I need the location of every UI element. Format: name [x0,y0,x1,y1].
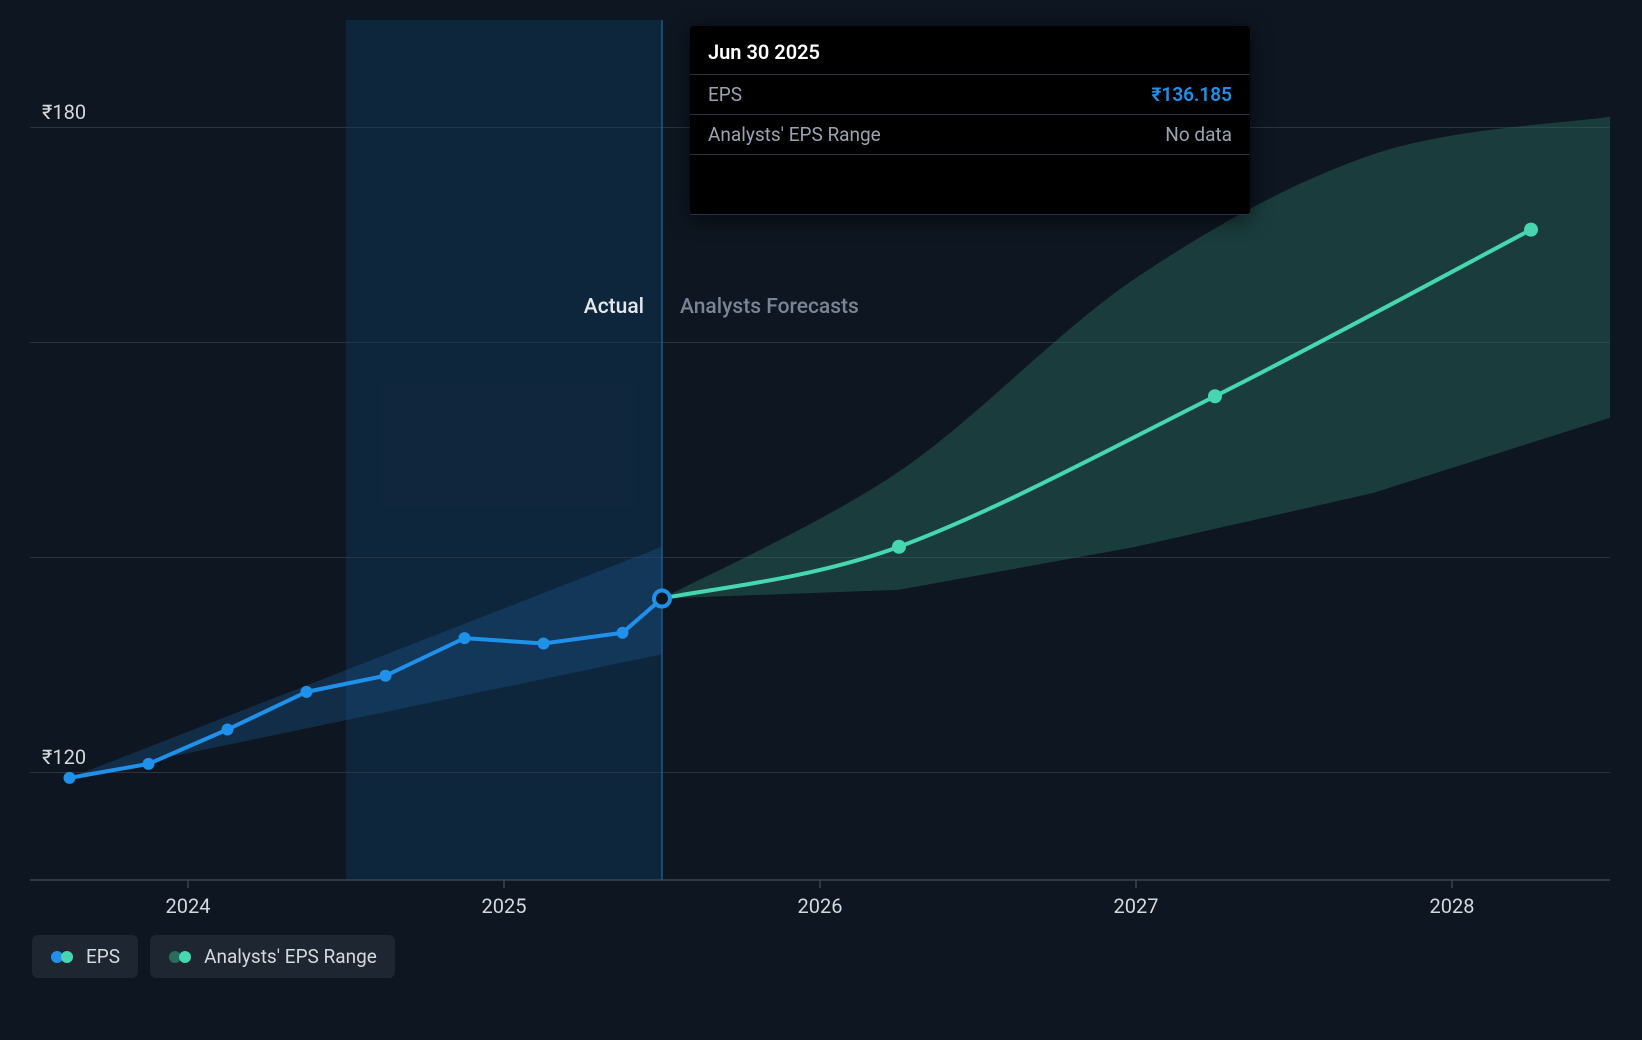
tooltip-label: EPS [708,83,742,106]
x-axis-label: 2026 [798,894,843,918]
tooltip-row-range: Analysts' EPS Range No data [690,115,1250,155]
chart-tooltip: Jun 30 2025 EPS ₹136.185 Analysts' EPS R… [690,26,1250,215]
y-axis-label: ₹180 [42,100,86,124]
chart-legend: EPS Analysts' EPS Range [32,935,395,978]
x-axis-label: 2024 [166,894,211,918]
tooltip-value: ₹136.185 [1152,83,1232,106]
tooltip-value: No data [1165,123,1232,146]
legend-swatch-icon [50,950,76,964]
eps-chart: Actual Analysts Forecasts Jun 30 2025 EP… [0,0,1642,1040]
x-axis-label: 2025 [482,894,527,918]
legend-swatch-icon [168,950,194,964]
legend-label: Analysts' EPS Range [204,945,377,968]
region-label-actual: Actual [584,295,644,319]
legend-item-eps[interactable]: EPS [32,935,138,978]
legend-label: EPS [86,945,120,968]
tooltip-row-eps: EPS ₹136.185 [690,75,1250,115]
region-label-forecast: Analysts Forecasts [680,295,859,319]
x-axis-label: 2027 [1114,894,1159,918]
tooltip-date: Jun 30 2025 [690,26,1250,75]
legend-item-range[interactable]: Analysts' EPS Range [150,935,395,978]
tooltip-spacer [690,155,1250,215]
tooltip-label: Analysts' EPS Range [708,123,881,146]
x-axis-label: 2028 [1430,894,1475,918]
y-axis-label: ₹120 [42,745,86,769]
